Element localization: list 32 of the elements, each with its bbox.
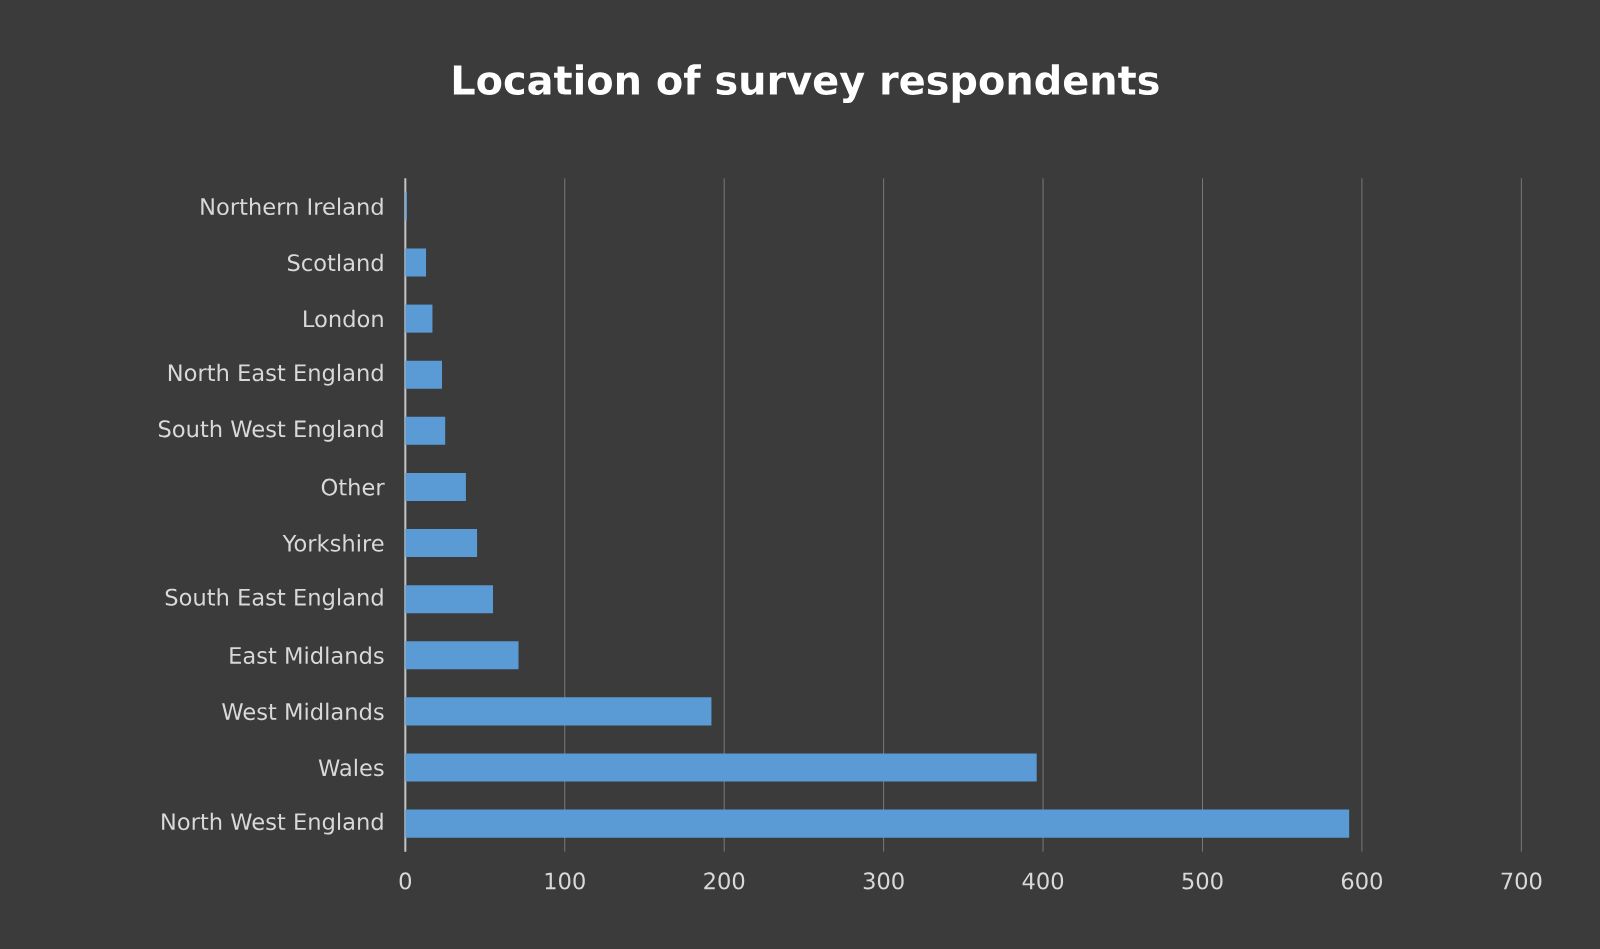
y-tick-label: Northern Ireland [201,197,383,216]
bar [405,416,446,445]
y-tick-label: South West England [158,419,383,442]
bar [405,809,1350,838]
x-tick-label: 0 [399,872,412,890]
chart-title: Location of survey respondents [453,64,1159,104]
x-tick-label: 700 [1501,872,1542,890]
bar [405,585,494,614]
y-tick-label: Other [321,478,385,496]
x-tick-label: 500 [1182,872,1223,890]
bar [405,472,466,501]
y-tick-label: North East England [168,363,383,386]
y-tick-label: London [304,309,383,328]
x-tick-label: 300 [863,872,904,890]
y-tick-label: Yorkshire [282,534,384,552]
y-tick-label: West Midlands [222,702,384,721]
y-tick-label: Wales [318,758,384,777]
x-tick-label: 100 [545,872,585,890]
bar [405,641,519,670]
bar [405,360,443,389]
y-tick-label: Scotland [287,253,383,272]
x-tick-label: 400 [1022,872,1064,890]
y-tick-label: North West England [162,812,383,835]
x-tick-label: 600 [1341,872,1382,890]
bar [405,753,1037,782]
y-tick-label: East Midlands [230,646,384,665]
bar [405,697,712,726]
y-tick-label: South East England [165,588,383,611]
bar [405,248,427,277]
bar [405,529,478,558]
bar [405,304,433,333]
x-tick-label: 200 [704,872,745,890]
